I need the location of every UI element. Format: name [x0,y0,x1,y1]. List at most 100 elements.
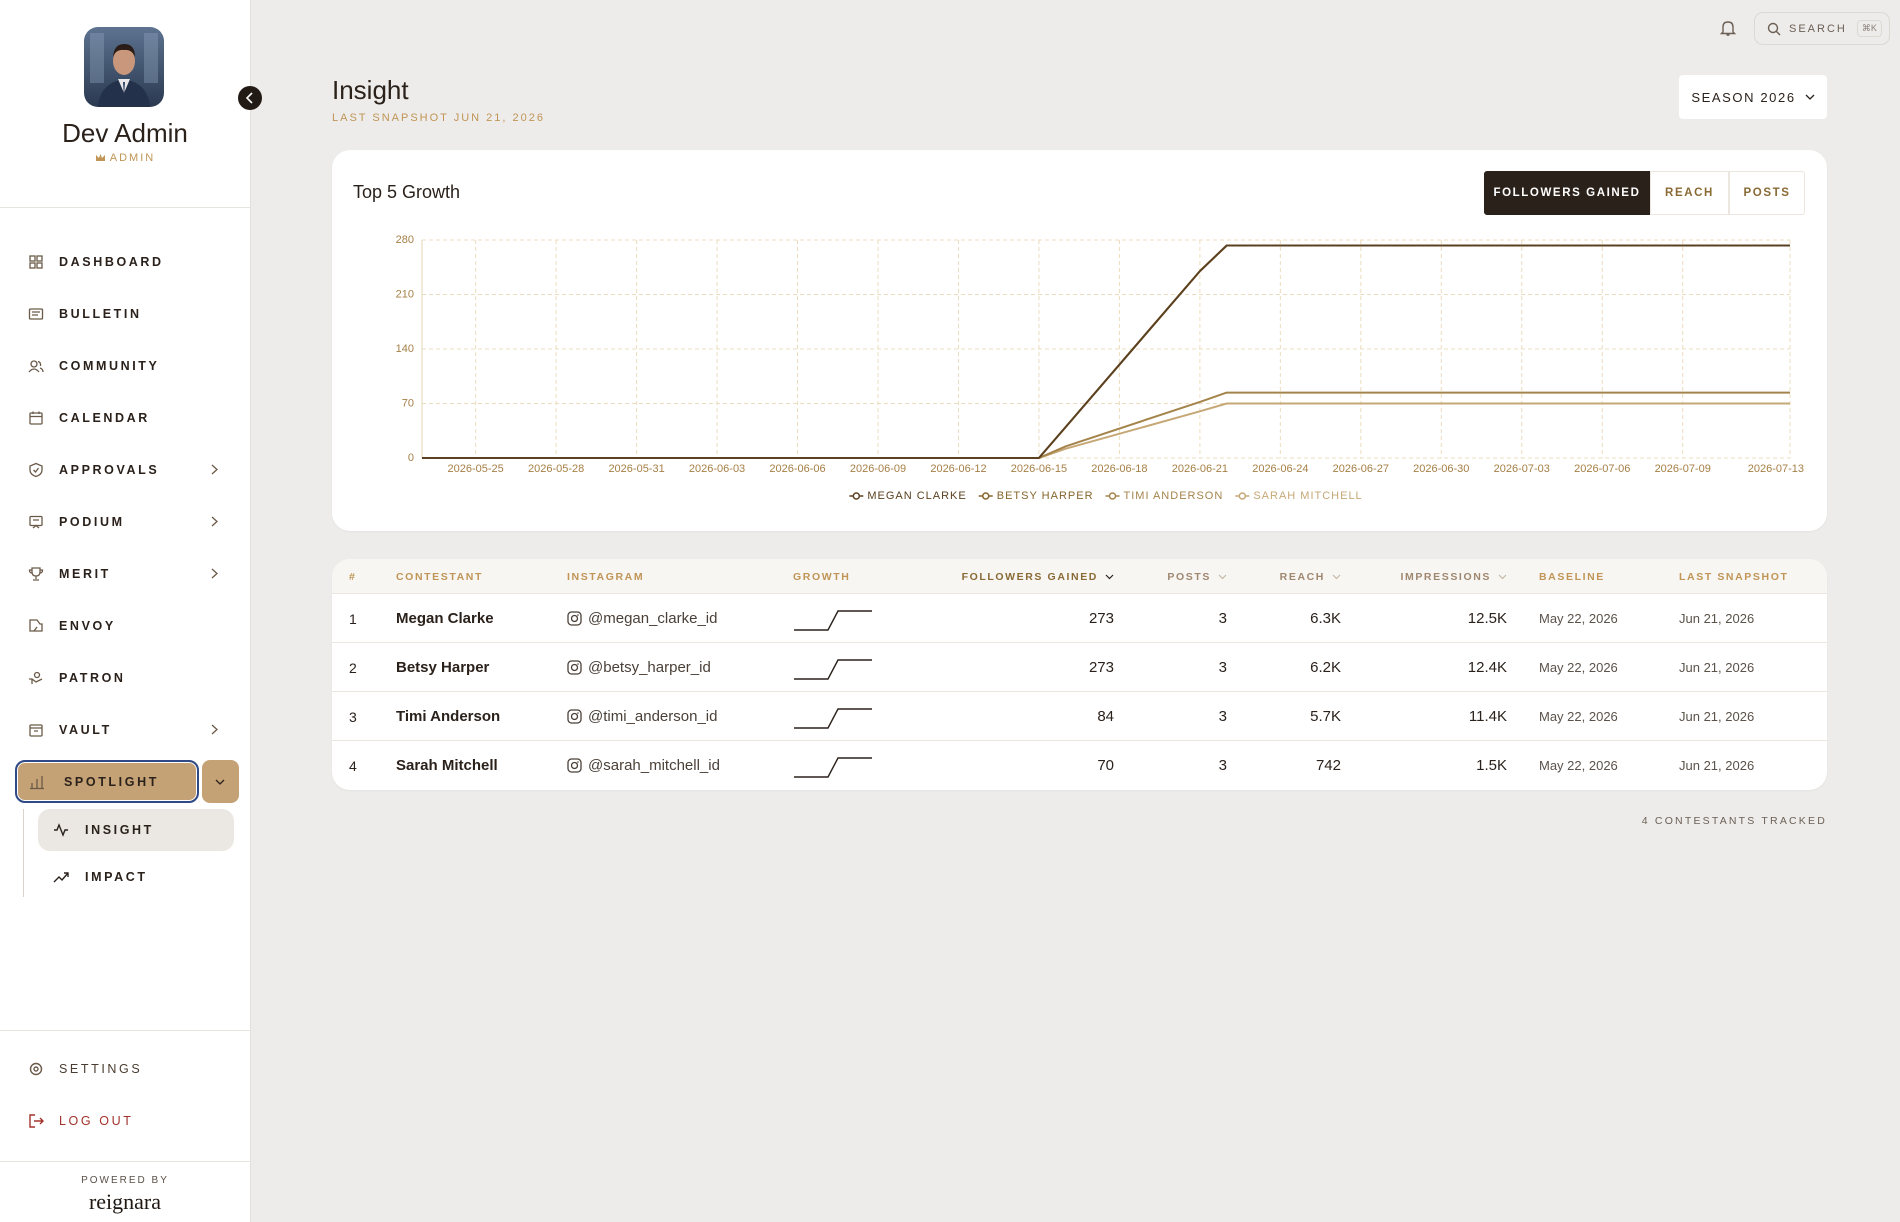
x-tick-label: 2026-07-13 [1748,463,1804,475]
nav-chevron [211,464,218,475]
instagram-handle: @betsy_harper_id [588,659,711,676]
nav-item[interactable]: VAULT [15,709,239,751]
nav-item[interactable]: ENVOY [15,605,239,647]
nav-item[interactable]: MERIT [15,553,239,595]
avatar [84,27,164,107]
contestant-name: Sarah Mitchell [396,757,498,774]
subnav-icon [53,872,69,883]
column-header-label: INSTAGRAM [567,570,645,583]
logout-label: LOG OUT [59,1114,134,1128]
nav-item[interactable]: PATRON [15,657,239,699]
x-tick-label: 2026-07-03 [1494,463,1550,475]
nav-item[interactable]: APPROVALS [15,449,239,491]
nav-icon [29,515,43,529]
chart-tab[interactable]: FOLLOWERS GAINED [1484,171,1650,215]
y-tick-label: 0 [408,452,414,464]
nav-active-bg [15,760,199,803]
row-index: 3 [349,708,357,725]
sidebar: Dev Admin ADMIN DASHBOARD BULLETIN COMMUNI… [0,0,251,1222]
last-snapshot-date: Jun 21, 2026 [1679,660,1755,675]
instagram-icon [567,611,582,626]
column-header[interactable]: IMPRESSIONS [1400,559,1507,594]
page-title: Insight [332,75,409,105]
posts: 3 [1218,659,1227,676]
settings-label: SETTINGS [59,1062,143,1076]
column-header-label: GROWTH [793,570,851,583]
season-chevron [1805,94,1815,100]
y-tick-label: 280 [396,234,414,246]
nav-label: VAULT [59,723,112,737]
column-header: # [349,559,356,594]
column-header[interactable]: POSTS [1167,559,1227,594]
column-header[interactable]: REACH [1280,559,1341,594]
nav-label: PATRON [59,671,126,685]
column-header[interactable]: FOLLOWERS GAINED [962,559,1114,594]
nav-item[interactable]: DASHBOARD [15,241,239,283]
x-tick-label: 2026-06-21 [1172,463,1228,475]
divider [0,207,250,208]
table-row[interactable]: 4 Sarah Mitchell @sarah_mitchell_id 70 3 742 1… [332,741,1827,790]
nav-chevron [211,724,218,735]
season-label: SEASON 2026 [1691,89,1796,105]
table-row[interactable]: 3 Timi Anderson @timi_anderson_id 84 3 5.7K 11… [332,692,1827,741]
contestant-name: Megan Clarke [396,610,494,627]
posts: 3 [1218,708,1227,725]
x-tick-label: 2026-06-30 [1413,463,1469,475]
legend-marker [852,492,861,500]
table-row[interactable]: 2 Betsy Harper @betsy_harper_id 273 3 6.2K 12.… [332,643,1827,692]
last-snapshot-date: Jun 21, 2026 [1679,709,1755,724]
nav-item[interactable]: COMMUNITY [15,345,239,387]
series-line [422,402,1790,459]
settings-item[interactable]: SETTINGS [15,1048,239,1090]
column-header: LAST SNAPSHOT [1679,559,1788,594]
chart-tabs: FOLLOWERS GAINED REACH POSTS [1484,171,1805,215]
chart-tab[interactable]: POSTS [1729,171,1805,215]
column-header-label: LAST SNAPSHOT [1679,570,1789,583]
legend-item: SARAH MITCHELL [1235,490,1362,502]
nav-label: CALENDAR [59,411,150,425]
column-header-label: POSTS [1167,570,1211,583]
search-box[interactable]: SEARCH ⌘K [1754,12,1890,45]
sort-chevron [1498,574,1507,579]
x-tick-label: 2026-07-09 [1655,463,1711,475]
nav-item[interactable]: BULLETIN [15,293,239,335]
logout-item[interactable]: LOG OUT [15,1100,239,1142]
row-index: 1 [349,610,357,627]
nav-label: ENVOY [59,619,116,633]
subnav-item[interactable]: INSIGHT [38,809,262,851]
followers-gained: 273 [1088,659,1114,676]
row-index: 4 [349,757,357,774]
x-tick-label: 2026-05-28 [528,463,584,475]
notifications-bell[interactable] [1719,19,1737,37]
baseline-date: May 22, 2026 [1539,709,1618,724]
divider [0,1161,250,1162]
nav-expand-toggle[interactable] [202,760,239,803]
series-line [422,244,1790,459]
chart-tab[interactable]: REACH [1650,171,1729,215]
reach: 6.2K [1310,659,1341,676]
legend-marker [1238,492,1247,500]
nav-item[interactable]: PODIUM [15,501,239,543]
profile-role-row: ADMIN [0,152,250,164]
nav-item[interactable]: CALENDAR [15,397,239,439]
last-snapshot-date: Jun 21, 2026 [1679,611,1755,626]
y-tick-label: 140 [396,343,414,355]
contestant-name: Timi Anderson [396,708,501,725]
nav-label: DASHBOARD [59,255,164,269]
legend-label: SARAH MITCHELL [1253,490,1362,502]
nav-item[interactable]: SPOTLIGHT [15,761,199,803]
season-select[interactable]: SEASON 2026 [1679,75,1827,119]
collapse-button[interactable] [237,85,263,111]
growth-sparkline [794,659,872,680]
impressions: 12.5K [1467,610,1507,627]
column-header-label: # [349,570,357,583]
subnav-item[interactable]: IMPACT [38,856,262,898]
table-row[interactable]: 1 Megan Clarke @megan_clarke_id 273 3 6.3K 12.… [332,594,1827,643]
posts: 3 [1218,757,1227,774]
subnav-rail [23,809,24,897]
subnav-label: INSIGHT [85,823,154,837]
followers-gained: 84 [1097,708,1114,725]
nav-label: BULLETIN [59,307,142,321]
